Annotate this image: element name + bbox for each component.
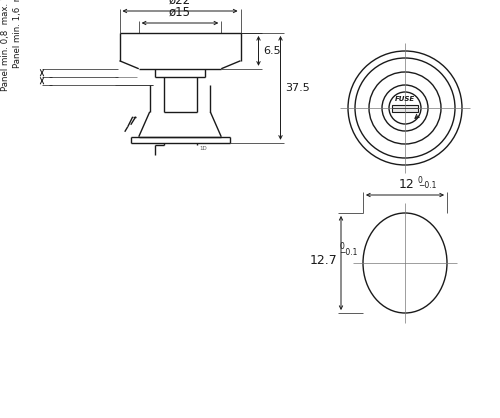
Text: 0: 0 — [339, 242, 344, 251]
Text: 37.5: 37.5 — [286, 83, 310, 93]
Text: Panel min. 0,8  max. 1,8 mm.: Panel min. 0,8 max. 1,8 mm. — [2, 0, 11, 91]
Text: −0.1: −0.1 — [339, 248, 357, 257]
Text: 6.5: 6.5 — [264, 46, 281, 56]
Text: ø15: ø15 — [169, 6, 191, 19]
Text: −0.1: −0.1 — [418, 181, 436, 190]
Text: Panel min. 1,6  max. 2,5 mm.: Panel min. 1,6 max. 2,5 mm. — [14, 0, 22, 68]
Text: 1D: 1D — [200, 146, 207, 151]
Text: 12.7: 12.7 — [309, 253, 337, 267]
Text: ø22: ø22 — [169, 0, 191, 7]
Text: 12: 12 — [399, 178, 415, 191]
Bar — [392, 104, 418, 112]
Text: 0: 0 — [418, 176, 423, 185]
Text: FUSE: FUSE — [395, 96, 415, 102]
